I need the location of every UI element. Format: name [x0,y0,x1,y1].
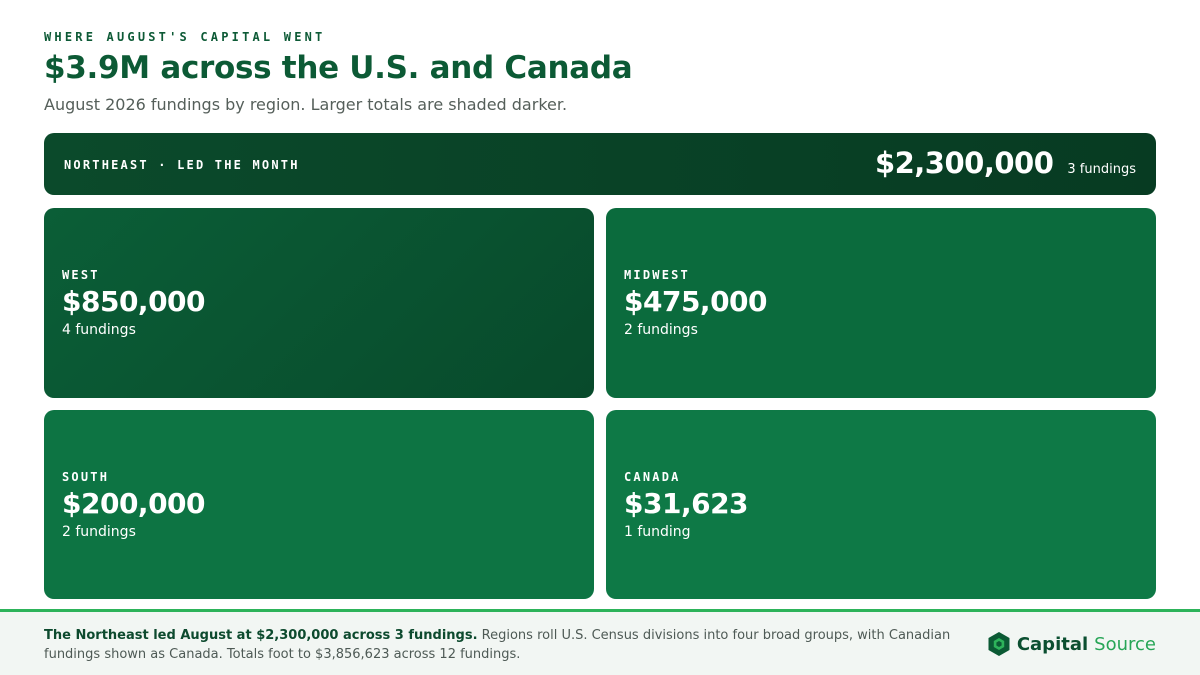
hexagon-logo-icon [988,632,1010,656]
footer-summary-detail: Regions roll U.S. Census divisions into … [44,628,951,662]
region-count: 2 fundings [62,524,136,540]
footer-summary-highlight: The Northeast led August at $2,300,000 a… [44,628,478,643]
region-amount: $475,000 [624,285,768,318]
region-count: 2 fundings [624,322,698,338]
brand-name-primary: Capital [1016,633,1089,655]
region-label: CANADA [624,470,681,484]
region-label: NORTHEAST · LED THE MONTH [64,158,300,172]
region-label: SOUTH [62,470,110,484]
region-label: MIDWEST [624,268,690,282]
region-count: 1 funding [624,524,691,540]
page-subtitle: August 2026 fundings by region. Larger t… [44,95,568,114]
footer: The Northeast led August at $2,300,000 a… [0,609,1200,675]
eyebrow-heading: WHERE AUGUST'S CAPITAL WENT [44,30,326,44]
brand-name-secondary: Source [1094,633,1156,655]
region-tile-south: SOUTH $200,000 2 fundings [44,410,594,599]
region-amount: $2,300,000 [874,146,1054,180]
region-count: 3 fundings [1067,162,1136,177]
brand-logo: Capital Source [987,631,1156,657]
region-amount: $850,000 [62,285,206,318]
region-tile-northeast: NORTHEAST · LED THE MONTH $2,300,000 3 f… [44,133,1156,195]
region-tile-canada: CANADA $31,623 1 funding [606,410,1156,599]
region-total: $2,300,000 3 fundings [875,146,1136,180]
region-tile-midwest: MIDWEST $475,000 2 fundings [606,208,1156,398]
region-amount: $200,000 [62,487,206,520]
footer-summary: The Northeast led August at $2,300,000 a… [44,626,964,664]
region-amount: $31,623 [624,487,749,520]
region-count: 4 fundings [62,322,136,338]
page-title: $3.9M across the U.S. and Canada [44,50,633,86]
region-tile-west: WEST $850,000 4 fundings [44,208,594,398]
region-label: WEST [62,268,100,282]
